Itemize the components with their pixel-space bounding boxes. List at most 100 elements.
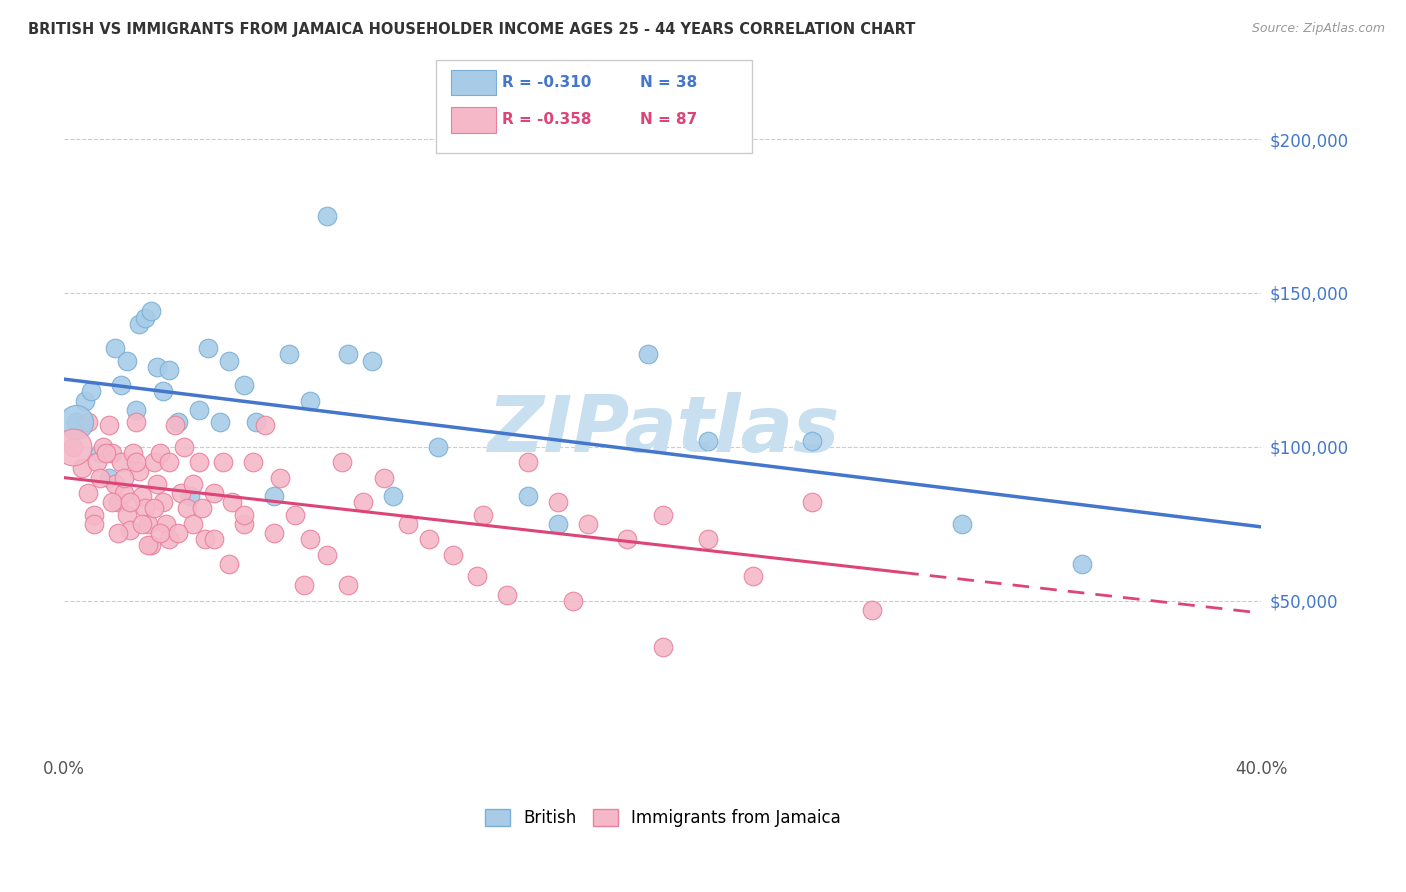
Point: [465, 569, 488, 583]
Point: [361, 353, 384, 368]
Point: [373, 470, 395, 484]
Point: [1070, 557, 1092, 571]
Point: [176, 501, 198, 516]
Point: [83, 508, 105, 522]
Point: [112, 486, 135, 500]
Point: [263, 489, 285, 503]
Point: [181, 516, 204, 531]
Point: [651, 640, 673, 654]
Point: [337, 578, 360, 592]
Point: [139, 538, 162, 552]
Point: [517, 455, 540, 469]
Point: [218, 557, 240, 571]
Point: [83, 516, 105, 531]
Text: BRITISH VS IMMIGRANTS FROM JAMAICA HOUSEHOLDER INCOME AGES 25 - 44 YEARS CORRELA: BRITISH VS IMMIGRANTS FROM JAMAICA HOUSE…: [28, 22, 915, 37]
Point: [104, 476, 127, 491]
Point: [316, 548, 339, 562]
Point: [157, 363, 180, 377]
Point: [97, 418, 120, 433]
Point: [427, 440, 450, 454]
Point: [104, 342, 127, 356]
Point: [112, 470, 135, 484]
Point: [547, 516, 569, 531]
Point: [283, 508, 305, 522]
Point: [142, 501, 165, 516]
Point: [125, 455, 148, 469]
Point: [472, 508, 495, 522]
Point: [696, 434, 718, 448]
Point: [152, 495, 174, 509]
Point: [146, 476, 169, 491]
Text: R = -0.358: R = -0.358: [502, 112, 592, 127]
Point: [118, 495, 141, 509]
Point: [101, 446, 124, 460]
Point: [65, 415, 87, 429]
Point: [194, 532, 217, 546]
Point: [292, 578, 315, 592]
Point: [122, 446, 145, 460]
Point: [441, 548, 464, 562]
Point: [696, 532, 718, 546]
Point: [382, 489, 405, 503]
Legend: British, Immigrants from Jamaica: British, Immigrants from Jamaica: [479, 804, 846, 832]
Point: [202, 486, 225, 500]
Point: [73, 393, 96, 408]
Point: [496, 588, 519, 602]
Text: N = 87: N = 87: [640, 112, 697, 127]
Point: [101, 495, 124, 509]
Point: [134, 501, 156, 516]
Point: [125, 403, 148, 417]
Point: [128, 317, 150, 331]
Point: [118, 523, 141, 537]
Point: [232, 378, 254, 392]
Point: [221, 495, 243, 509]
Point: [173, 440, 195, 454]
Point: [115, 508, 138, 522]
Point: [136, 538, 159, 552]
Point: [170, 486, 193, 500]
Point: [218, 353, 240, 368]
Point: [651, 508, 673, 522]
Point: [337, 347, 360, 361]
Point: [77, 486, 100, 500]
Point: [181, 476, 204, 491]
Point: [269, 470, 291, 484]
Point: [89, 470, 111, 484]
Point: [801, 434, 824, 448]
Point: [316, 209, 339, 223]
Point: [107, 526, 129, 541]
Point: [94, 446, 117, 460]
Point: [801, 495, 824, 509]
Point: [245, 415, 267, 429]
Point: [187, 403, 209, 417]
Point: [134, 310, 156, 325]
Point: [352, 495, 374, 509]
Point: [157, 455, 180, 469]
Point: [163, 418, 186, 433]
Point: [152, 384, 174, 399]
Point: [149, 446, 172, 460]
Point: [253, 418, 276, 433]
Point: [396, 516, 419, 531]
Point: [149, 526, 172, 541]
Point: [298, 532, 321, 546]
Text: ZIPatlas: ZIPatlas: [486, 392, 839, 467]
Point: [166, 415, 188, 429]
Point: [418, 532, 440, 546]
Point: [860, 603, 883, 617]
Point: [187, 455, 209, 469]
Point: [139, 304, 162, 318]
Text: Source: ZipAtlas.com: Source: ZipAtlas.com: [1251, 22, 1385, 36]
Point: [547, 495, 569, 509]
Point: [197, 342, 219, 356]
Point: [155, 516, 177, 531]
Point: [166, 526, 188, 541]
Point: [77, 415, 100, 429]
Point: [128, 465, 150, 479]
Point: [97, 470, 120, 484]
Point: [950, 516, 973, 531]
Point: [242, 455, 264, 469]
Point: [741, 569, 763, 583]
Point: [211, 455, 233, 469]
Point: [277, 347, 299, 361]
